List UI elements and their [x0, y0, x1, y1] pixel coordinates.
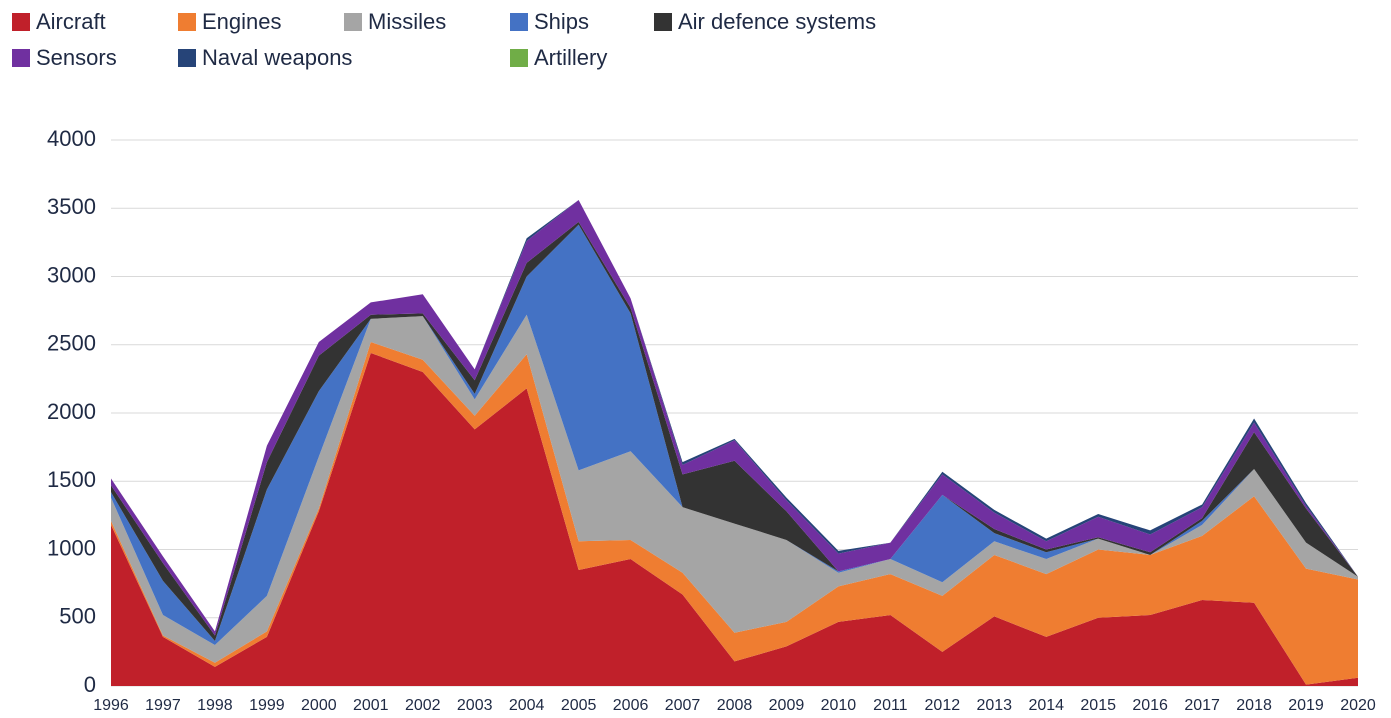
x-tick-label: 2002: [405, 697, 441, 714]
legend-label: Air defence systems: [678, 9, 876, 34]
legend-swatch: [12, 49, 30, 67]
x-tick-label: 1999: [249, 697, 285, 714]
x-tick-label: 2007: [665, 697, 701, 714]
y-tick-label: 1500: [47, 467, 96, 492]
x-tick-label: 1997: [145, 697, 181, 714]
y-tick-label: 3500: [47, 194, 96, 219]
x-tick-label: 2001: [353, 697, 389, 714]
x-tick-label: 1998: [197, 697, 233, 714]
legend-swatch: [178, 13, 196, 31]
x-tick-label: 2008: [717, 697, 753, 714]
y-tick-label: 2500: [47, 331, 96, 356]
x-tick-label: 2017: [1184, 697, 1220, 714]
area: [111, 200, 1358, 636]
area: [111, 224, 1358, 646]
x-tick-label: 2014: [1028, 697, 1064, 714]
area: [111, 314, 1358, 663]
x-tick-label: 2004: [509, 697, 545, 714]
x-tick-label: 2018: [1236, 697, 1272, 714]
legend-label: Aircraft: [36, 9, 106, 34]
x-tick-label: 2019: [1288, 697, 1324, 714]
x-tick-label: 2016: [1132, 697, 1168, 714]
legend-label: Ships: [534, 9, 589, 34]
y-tick-label: 3000: [47, 262, 96, 287]
area: [111, 352, 1358, 686]
x-tick-label: 2009: [769, 697, 805, 714]
legend-label: Missiles: [368, 9, 446, 34]
x-tick-label: 2010: [821, 697, 857, 714]
legend-swatch: [510, 49, 528, 67]
x-tick-label: 2003: [457, 697, 493, 714]
x-tick-label: 2011: [873, 697, 908, 714]
x-tick-label: 2000: [301, 697, 337, 714]
legend-swatch: [654, 13, 672, 31]
y-tick-label: 4000: [47, 126, 96, 151]
x-tick-label: 2012: [925, 697, 961, 714]
y-tick-label: 0: [84, 672, 96, 697]
x-tick-label: 2005: [561, 697, 597, 714]
x-tick-label: 2006: [613, 697, 649, 714]
legend-swatch: [510, 13, 528, 31]
legend-label: Sensors: [36, 45, 117, 70]
legend-swatch: [12, 13, 30, 31]
y-tick-label: 500: [59, 604, 96, 629]
x-tick-label: 2013: [976, 697, 1012, 714]
legend-label: Naval weapons: [202, 45, 352, 70]
x-tick-label: 2015: [1080, 697, 1116, 714]
x-tick-label: 1996: [93, 697, 129, 714]
y-tick-label: 1000: [47, 535, 96, 560]
legend-swatch: [344, 13, 362, 31]
legend-label: Artillery: [534, 45, 607, 70]
legend-label: Engines: [202, 9, 282, 34]
legend-swatch: [178, 49, 196, 67]
area: [111, 342, 1358, 685]
x-tick-label: 2020: [1340, 697, 1376, 714]
y-tick-label: 2000: [47, 399, 96, 424]
